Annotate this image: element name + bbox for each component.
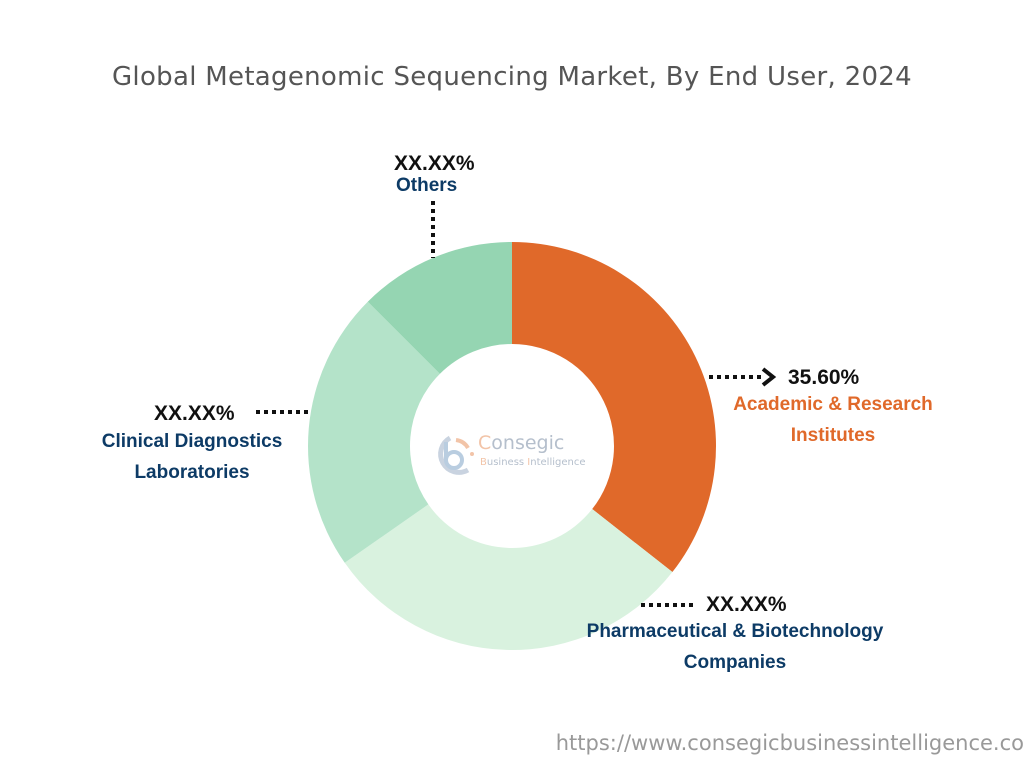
pharma-label-line1: Pharmaceutical & Biotechnology [586,621,884,642]
segment-others [367,242,512,374]
chart-title: Global Metagenomic Sequencing Market, By… [111,62,912,92]
segment-clinical [308,301,440,563]
academic-label-line2: Institutes [790,425,876,446]
logo-brand-text: Consegic [478,432,565,454]
clinical-percent: XX.XX% [154,402,235,425]
pharma-label: Pharmaceutical & Biotechnology Companies [562,616,908,678]
segment-academic [512,242,717,573]
clinical-label-line2: Laboratories [134,462,250,483]
academic-label: Academic & Research Institutes [716,389,950,451]
footer-url: https://www.consegicbusinessintelligence… [555,731,1024,755]
clinical-label: Clinical Diagnostics Laboratories [88,426,296,488]
consegic-logo-icon [438,435,474,475]
others-percent: XX.XX% [394,152,475,175]
clinical-label-line1: Clinical Diagnostics [101,431,283,452]
others-label: Others [396,175,458,196]
academic-label-line1: Academic & Research [733,394,933,415]
academic-percent: 35.60% [788,366,860,389]
pharma-percent: XX.XX% [706,593,787,616]
pharma-label-line2: Companies [683,652,787,673]
segment-pharma [344,504,673,650]
logo-tagline: Business Intelligence [480,457,586,468]
watermark-logo: Consegic Business Intelligence [430,430,600,480]
arrow-right-icon [761,367,777,387]
